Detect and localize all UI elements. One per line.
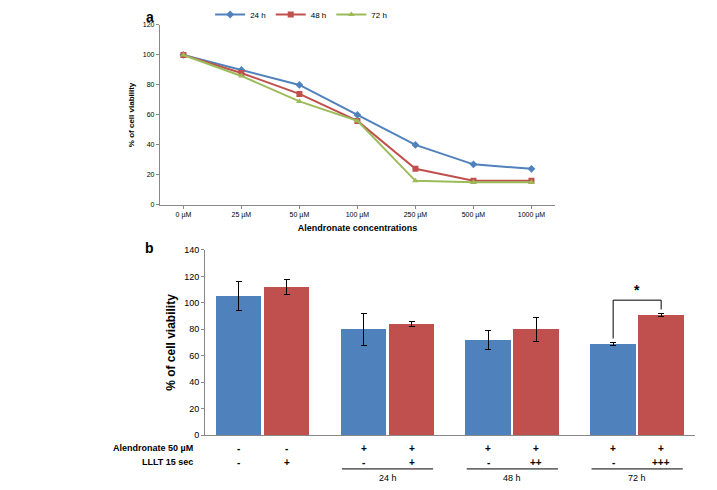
svg-text:40: 40 — [189, 377, 199, 387]
svg-text:+: + — [485, 443, 491, 454]
svg-text:b: b — [145, 240, 154, 256]
svg-text:++: ++ — [530, 457, 542, 468]
svg-text:0: 0 — [151, 201, 155, 208]
svg-text:+: + — [610, 443, 616, 454]
svg-text:80: 80 — [189, 324, 199, 334]
svg-text:+: + — [658, 443, 664, 454]
svg-text:-: - — [237, 443, 240, 454]
svg-text:Alendronate concentrations: Alendronate concentrations — [298, 223, 418, 233]
svg-text:20: 20 — [189, 404, 199, 414]
svg-text:*: * — [634, 282, 640, 298]
svg-text:48 h: 48 h — [311, 11, 327, 20]
svg-text:100: 100 — [143, 51, 155, 58]
svg-text:+: + — [361, 443, 367, 454]
svg-text:40: 40 — [147, 141, 155, 148]
svg-text:140: 140 — [184, 245, 199, 255]
svg-text:% of cell viability: % of cell viability — [128, 82, 137, 147]
svg-text:-: - — [362, 457, 365, 468]
svg-text:-: - — [487, 457, 490, 468]
svg-text:+: + — [409, 443, 415, 454]
svg-text:500 µM: 500 µM — [462, 211, 486, 219]
svg-text:72 h: 72 h — [371, 11, 387, 20]
svg-text:a: a — [146, 9, 154, 25]
svg-text:LLLT 15 sec: LLLT 15 sec — [142, 457, 193, 467]
svg-text:20: 20 — [147, 171, 155, 178]
svg-text:120: 120 — [143, 21, 155, 28]
svg-text:250 µM: 250 µM — [404, 211, 428, 219]
svg-text:120: 120 — [184, 272, 199, 282]
svg-text:+++: +++ — [652, 457, 670, 468]
svg-text:0 µM: 0 µM — [176, 211, 192, 219]
svg-text:24 h: 24 h — [379, 473, 397, 483]
svg-text:+: + — [284, 457, 290, 468]
svg-text:100: 100 — [184, 298, 199, 308]
svg-text:-: - — [285, 443, 288, 454]
svg-text:-: - — [237, 457, 240, 468]
svg-text:48 h: 48 h — [503, 473, 521, 483]
svg-text:Alendronate 50 µM: Alendronate 50 µM — [113, 443, 193, 453]
svg-text:100 µM: 100 µM — [346, 211, 370, 219]
svg-text:-: - — [612, 457, 615, 468]
svg-text:60: 60 — [147, 111, 155, 118]
svg-text:72 h: 72 h — [628, 473, 646, 483]
svg-text:% of cell viability: % of cell viability — [164, 294, 178, 391]
svg-text:80: 80 — [147, 81, 155, 88]
svg-text:50 µM: 50 µM — [290, 211, 310, 219]
svg-text:+: + — [533, 443, 539, 454]
svg-text:1000 µM: 1000 µM — [518, 211, 546, 219]
svg-text:25 µM: 25 µM — [232, 211, 252, 219]
svg-text:0: 0 — [194, 430, 199, 440]
svg-text:24 h: 24 h — [250, 11, 266, 20]
svg-text:60: 60 — [189, 351, 199, 361]
svg-text:+: + — [409, 457, 415, 468]
